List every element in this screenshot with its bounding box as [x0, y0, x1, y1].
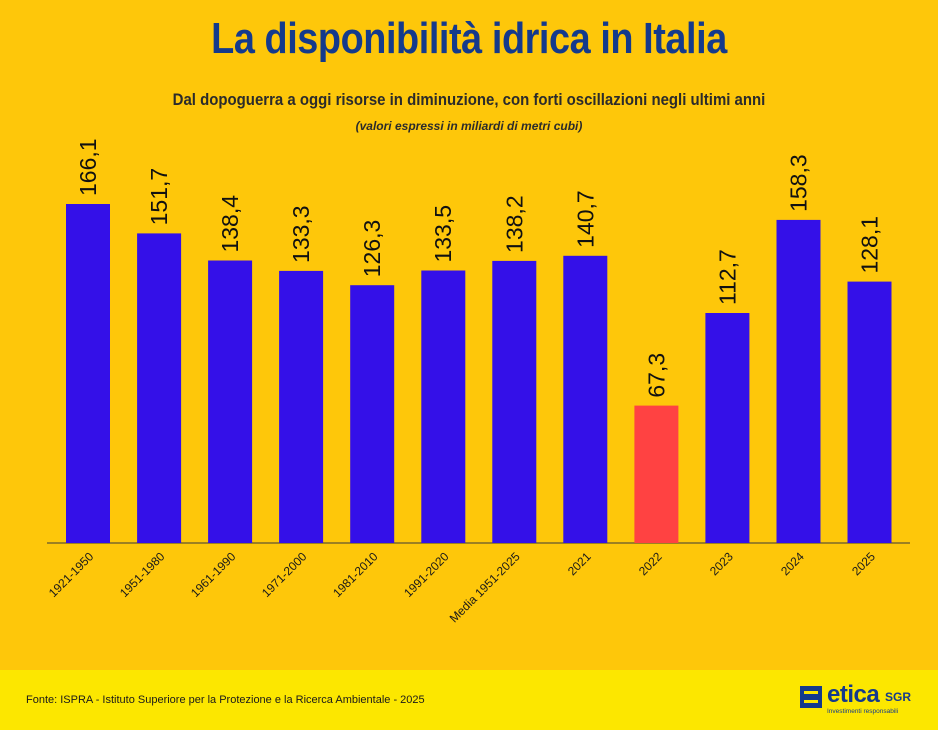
value-label: 138,2: [501, 195, 527, 253]
etica-sgr-logo: etica SGR Investimenti responsabili: [800, 681, 920, 716]
bar: [634, 405, 679, 543]
bar: [279, 270, 324, 543]
category-label: 2025: [849, 549, 878, 578]
bar: [776, 219, 821, 543]
bar-chart: 166,1 1921-1950 151,7 1951-1980 138,4 1961-19…: [46, 138, 910, 625]
page-title: La disponibilità idrica in Italia: [211, 14, 727, 63]
bar: [208, 260, 253, 543]
bar: [350, 285, 395, 543]
value-label: 67,3: [643, 353, 669, 398]
value-label: 133,5: [430, 205, 456, 263]
category-label: 1971-2000: [259, 549, 310, 600]
category-label: 1961-1990: [188, 549, 239, 600]
category-label: 2024: [778, 549, 807, 578]
logo-mark-icon: [800, 686, 822, 708]
value-label: 140,7: [572, 190, 598, 248]
bar: [421, 270, 466, 543]
bar: [705, 313, 750, 543]
category-label: 1951-1980: [117, 549, 168, 600]
value-label: 158,3: [786, 154, 812, 212]
value-label: 112,7: [714, 249, 740, 305]
value-label: 138,4: [217, 195, 243, 253]
bar: [563, 255, 608, 544]
category-label: 2021: [565, 549, 594, 578]
bar: [66, 204, 110, 543]
bar: [847, 281, 892, 543]
category-label: 1981-2010: [330, 549, 381, 600]
logo-tagline: Investimenti responsabili: [827, 708, 899, 715]
value-label: 151,7: [146, 168, 172, 226]
category-label: 2023: [707, 549, 736, 578]
category-label: Media 1951-2025: [447, 549, 523, 625]
units-note: (valori espressi in miliardi di metri cu…: [355, 119, 583, 133]
value-label: 126,3: [359, 220, 385, 278]
bar: [492, 260, 537, 543]
logo-word: etica: [827, 681, 880, 708]
value-label: 166,1: [75, 138, 101, 196]
source-text: Fonte: ISPRA - Istituto Superiore per la…: [26, 694, 425, 706]
footer-bar: Fonte: ISPRA - Istituto Superiore per la…: [0, 670, 938, 730]
chart-subtitle: Dal dopoguerra a oggi risorse in diminuz…: [172, 90, 766, 109]
value-label: 128,1: [857, 216, 883, 274]
category-label: 1991-2020: [401, 549, 452, 600]
category-label: 1921-1950: [46, 549, 97, 600]
value-label: 133,3: [288, 205, 314, 263]
bar: [137, 233, 182, 543]
logo-suffix: SGR: [885, 690, 912, 704]
category-label: 2022: [636, 549, 665, 578]
